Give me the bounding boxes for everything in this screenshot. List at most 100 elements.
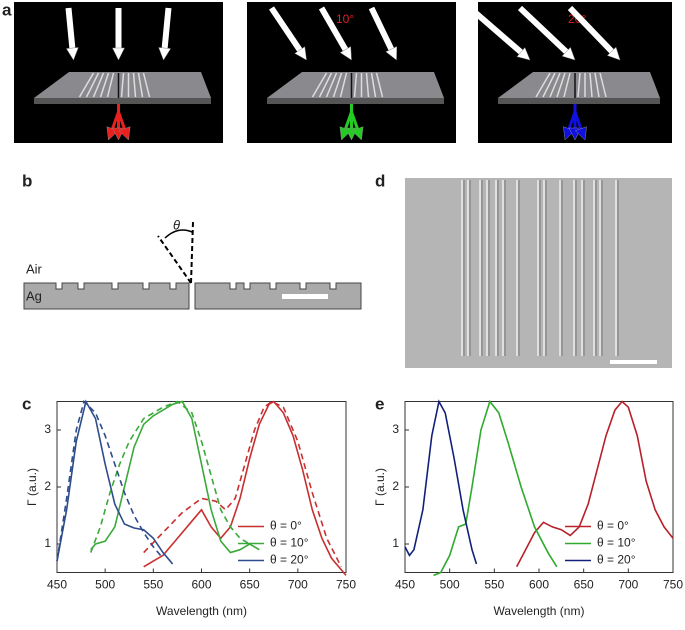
silver-block (23, 282, 190, 310)
x-tick-label: 700 (618, 578, 638, 592)
arrow-head (158, 47, 172, 61)
arrow-shaft (161, 7, 172, 49)
groove (318, 72, 333, 98)
arrow-head (574, 126, 587, 141)
groove (375, 72, 384, 98)
groove (370, 72, 377, 98)
groove (99, 72, 110, 98)
legend-label: θ = 20° (270, 553, 309, 567)
groove (132, 72, 137, 98)
groove (325, 72, 338, 98)
arrow-shaft (573, 111, 583, 130)
line-series (89, 400, 251, 553)
groove (365, 72, 370, 98)
angle-arc (164, 229, 193, 239)
arrow-head (606, 46, 621, 61)
y-axis-label: Γ (a.u.) (373, 468, 387, 506)
plate-side (498, 98, 660, 104)
arrow-head (351, 126, 364, 141)
groove (92, 72, 105, 98)
scale-bar (610, 360, 657, 364)
theta: θ (173, 217, 180, 232)
groove (556, 72, 566, 98)
arrow-head (561, 46, 576, 61)
medium-label: Air (26, 261, 43, 276)
y-tick-label: 2 (392, 479, 399, 493)
groove (535, 72, 551, 98)
arrow-shaft (269, 6, 303, 52)
arrow-shaft (350, 111, 359, 130)
groove (106, 72, 115, 98)
x-tick-label: 450 (47, 578, 67, 592)
x-tick-label: 500 (440, 578, 460, 592)
y-axis-label: Γ (a.u.) (25, 468, 39, 506)
panel-label: e (375, 394, 384, 413)
x-tick-label: 600 (529, 578, 549, 592)
panel-label: b (22, 171, 32, 190)
plate-side (34, 98, 211, 104)
arrow-shaft (567, 5, 614, 54)
legend-label: θ = 20° (597, 553, 636, 567)
legend-label: θ = 10° (597, 536, 636, 550)
plate-side (267, 98, 444, 104)
x-tick-label: 450 (395, 578, 415, 592)
scale-bar (282, 294, 328, 299)
normal-line (190, 221, 194, 284)
line-series (143, 400, 342, 568)
arrow-head (339, 46, 352, 61)
angle-label: 10° (336, 12, 354, 26)
arrow-head (385, 46, 397, 61)
groove (542, 72, 556, 98)
y-tick-label: 3 (44, 422, 51, 436)
silver-block (194, 282, 362, 310)
arrow-head (65, 47, 79, 61)
line-series (143, 400, 347, 576)
groove (78, 72, 95, 98)
y-tick-label: 1 (44, 536, 51, 550)
y-tick-label: 1 (392, 536, 399, 550)
arrow-shaft (318, 6, 349, 52)
medium-label: Ag (26, 288, 42, 303)
panel-label: d (375, 171, 385, 190)
x-tick-label: 750 (663, 578, 683, 592)
groove (311, 72, 328, 98)
x-tick-label: 650 (240, 578, 260, 592)
arrow-shaft (65, 7, 76, 49)
legend-label: θ = 0° (270, 519, 302, 533)
groove (339, 72, 348, 98)
y-tick-label: 3 (392, 422, 399, 436)
arrow-head (294, 46, 307, 61)
panel-label: c (22, 394, 31, 413)
x-tick-label: 700 (288, 578, 308, 592)
groove (594, 72, 600, 98)
x-axis-label: Wavelength (nm) (494, 604, 585, 618)
arrow-head (118, 126, 131, 141)
groove (577, 72, 581, 98)
groove (599, 72, 607, 98)
line-series (56, 399, 174, 565)
x-tick-label: 500 (95, 578, 115, 592)
arrow-shaft (368, 6, 395, 51)
panel-label: a (2, 0, 12, 19)
line-series (56, 399, 164, 562)
arrow-head (112, 47, 125, 61)
line-series (90, 400, 260, 554)
x-tick-label: 650 (574, 578, 594, 592)
arrow-head (516, 47, 531, 61)
x-tick-label: 600 (191, 578, 211, 592)
legend-label: θ = 10° (270, 536, 309, 550)
line-series (404, 399, 478, 565)
x-axis-label: Wavelength (nm) (156, 604, 247, 618)
groove (137, 72, 144, 98)
y-tick-label: 2 (44, 479, 51, 493)
panel-b: θ Air Ag (23, 217, 362, 310)
groove (353, 72, 358, 98)
x-tick-label: 750 (336, 578, 356, 592)
x-tick-label: 550 (143, 578, 163, 592)
line-series (433, 399, 558, 577)
arrow-shaft (468, 5, 523, 55)
groove (85, 72, 100, 98)
arrow-shaft (517, 5, 569, 54)
line-series (515, 400, 674, 568)
